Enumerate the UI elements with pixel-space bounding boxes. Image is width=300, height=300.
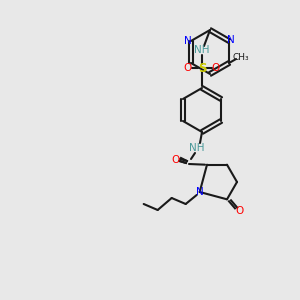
Text: O: O <box>235 206 243 216</box>
Text: N: N <box>227 35 235 45</box>
Text: O: O <box>184 63 192 73</box>
Text: N: N <box>196 187 204 197</box>
Text: N: N <box>184 36 192 46</box>
Text: O: O <box>171 155 179 165</box>
Text: NH: NH <box>189 143 205 153</box>
Text: S: S <box>198 61 206 74</box>
Text: O: O <box>212 63 220 73</box>
Text: CH₃: CH₃ <box>233 52 249 62</box>
Text: NH: NH <box>194 45 210 55</box>
